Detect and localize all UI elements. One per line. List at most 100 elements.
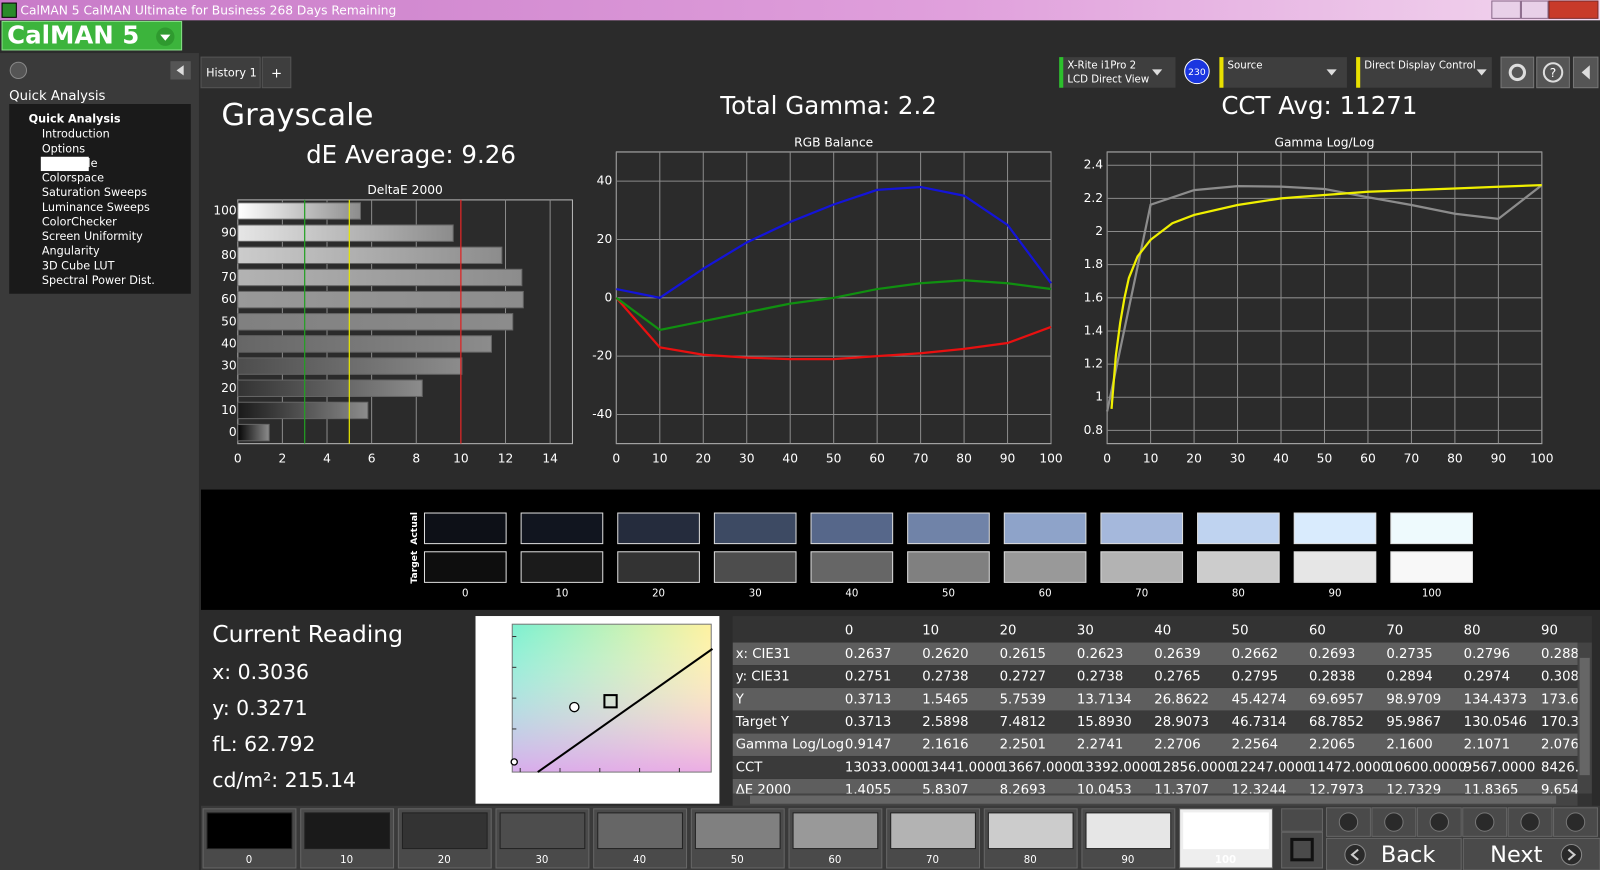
table-cell: 0.2765 [1154,670,1200,685]
source-status [1219,57,1223,88]
sidebar-item[interactable]: Colorspace [42,172,104,185]
table-cell: 0.2751 [845,670,891,685]
window-title: CalMAN 5 CalMAN Ultimate for Business 26… [20,4,396,18]
x-tick-label: 4 [323,451,331,465]
row-label: CCT [736,760,764,775]
sidebar-item[interactable]: 3D Cube LUT [42,259,115,272]
patch-label[interactable]: 50 [731,855,744,866]
target-swatch [424,552,506,583]
y-tick-label: 1.6 [1084,290,1104,304]
patch-label[interactable]: 60 [828,855,841,866]
table-cell: 0.2974 [1464,670,1510,685]
target-swatch [1198,552,1280,583]
reading-value: x: 0.3036 [212,660,309,684]
patch-color [1086,813,1171,849]
x-tick-label: 10 [652,451,668,465]
column-header: 60 [1309,623,1326,638]
control-icon [1566,813,1584,831]
y-tick-label: 0 [229,425,237,439]
chart-title: Gamma Log/Log [1274,135,1374,149]
patch-color [695,813,780,849]
bar [238,424,269,440]
patch-label[interactable]: 80 [1024,855,1037,866]
sidebar-item[interactable]: Screen Uniformity [42,230,143,243]
sidebar-item[interactable]: Saturation Sweeps [42,186,147,199]
y-tick-label: 60 [221,292,237,306]
next-icon [1561,845,1581,865]
swatch-label: 90 [1329,589,1342,600]
sidebar-item[interactable]: Luminance Sweeps [42,201,150,214]
x-tick-label: 40 [1273,451,1289,465]
step-up-button[interactable] [1282,809,1323,831]
sidebar-item[interactable]: ColorChecker [42,215,117,228]
maximize-button[interactable] [1521,1,1548,18]
swatch-label: 20 [652,589,665,600]
patch-label[interactable]: 40 [633,855,646,866]
bar [238,402,368,418]
actual-swatch [1294,513,1376,544]
y-tick-label: 0 [604,290,612,304]
control-icon [1385,813,1403,831]
table-cell: 2.2706 [1154,738,1200,753]
x-tick-label: 80 [956,451,972,465]
sidebar-item[interactable]: Options [42,142,85,155]
sidebar-item[interactable]: Introduction [42,128,110,141]
column-header: 90 [1541,623,1558,638]
bar [238,314,513,330]
table-cell: 2.2501 [1000,738,1046,753]
actual-swatch [908,513,990,544]
bar [238,291,524,307]
actual-swatch [1198,513,1280,544]
add-tab-label[interactable]: + [271,66,282,81]
next-label[interactable]: Next [1490,842,1542,868]
tab-label[interactable]: History 1 [206,66,257,79]
patch-label[interactable]: 20 [438,855,451,866]
swatch-label: 50 [942,589,955,600]
table-hscroll-thumb[interactable] [750,796,1556,804]
patch-label[interactable]: 100 [1215,855,1236,866]
patch-color [988,813,1073,849]
table-cell: 0.2637 [845,647,891,662]
table-vscroll-thumb[interactable] [1580,658,1590,775]
control-icon [1476,813,1494,831]
actual-swatch [1101,513,1183,544]
table-cell: 2.2741 [1077,738,1123,753]
table-cell: 10600.0000 [1386,760,1466,775]
chart-title: RGB Balance [794,135,873,149]
stop-button[interactable] [1282,832,1323,868]
swatch-row-label: Target [409,550,420,584]
actual-swatch [714,513,796,544]
row-label: Gamma Log/Log [736,738,844,753]
table-cell: 13392.0000 [1077,760,1157,775]
y-tick-label: 0.32 [483,721,510,735]
table-cell: 0.3713 [845,692,891,707]
patch-label[interactable]: 10 [340,855,353,866]
patch-label[interactable]: 70 [926,855,939,866]
table-cell: 15.8930 [1077,715,1132,730]
patch-label[interactable]: 30 [535,855,548,866]
target-swatch [1294,552,1376,583]
y-tick-label: 1 [1095,390,1103,404]
settings-button[interactable] [1501,57,1534,88]
table-cell: 0.2639 [1154,647,1200,662]
close-button[interactable] [1549,1,1598,18]
patch-label[interactable]: 90 [1121,855,1134,866]
back-label[interactable]: Back [1381,842,1435,868]
sidebar-item[interactable]: Spectral Power Dist. [42,274,155,287]
table-cell: 0.2623 [1077,647,1123,662]
x-tick-label: 12 [498,451,514,465]
patch-color [207,813,292,849]
sidebar-pin[interactable] [10,62,26,78]
sidebar-item[interactable]: Grayscale [42,157,98,170]
meter-mode: LCD Direct View [1067,75,1149,86]
minimize-button[interactable] [1492,1,1521,18]
patch-label[interactable]: 0 [246,855,252,866]
patch-color [305,813,390,849]
swatch-label: 70 [1135,589,1148,600]
patch-color [1184,813,1269,849]
row-label: x: CIE31 [736,647,791,662]
sidebar-item[interactable]: Angularity [42,245,100,258]
control-icon [1339,813,1357,831]
y-tick-label: 1.4 [1084,323,1104,337]
reading-value: y: 0.3271 [212,696,307,720]
